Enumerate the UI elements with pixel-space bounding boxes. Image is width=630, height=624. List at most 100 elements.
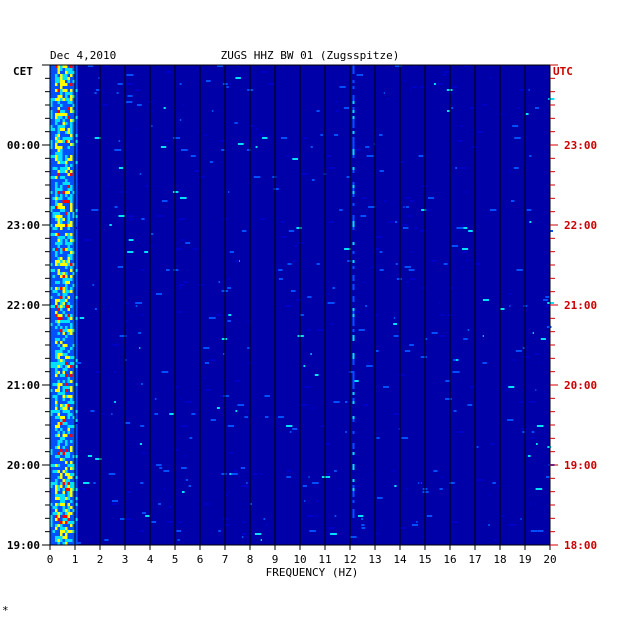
spectro-cell xyxy=(338,488,341,490)
spectro-cell xyxy=(57,323,61,326)
spectro-cell xyxy=(72,386,76,389)
spectro-cell xyxy=(70,323,73,326)
spectro-cell xyxy=(62,134,66,137)
spectro-cell xyxy=(50,461,53,464)
spectro-cell xyxy=(443,263,448,265)
spectro-cell xyxy=(398,428,401,430)
spectro-cell xyxy=(52,524,56,527)
spectro-cell xyxy=(72,179,76,182)
x-tick-label: 9 xyxy=(272,553,279,566)
spectro-cell xyxy=(67,140,71,143)
spectro-cell xyxy=(145,185,149,187)
spectro-cell xyxy=(352,296,355,299)
spectro-cell xyxy=(72,506,76,509)
spectro-cell xyxy=(60,482,63,485)
spectro-cell xyxy=(67,506,71,509)
spectro-cell xyxy=(75,206,78,209)
spectro-cell xyxy=(421,209,427,211)
x-tick-label: 7 xyxy=(222,553,229,566)
spectro-cell xyxy=(314,485,317,487)
spectro-cell xyxy=(138,332,141,334)
spectro-cell xyxy=(72,323,76,326)
spectro-cell xyxy=(309,530,316,532)
spectro-cell xyxy=(72,206,76,209)
spectro-cell xyxy=(244,485,249,487)
spectro-cell xyxy=(60,269,63,272)
spectro-cell xyxy=(52,431,56,434)
spectro-cell xyxy=(62,470,66,473)
spectro-cell xyxy=(52,461,56,464)
spectro-cell xyxy=(492,482,496,484)
spectro-cell xyxy=(62,92,66,95)
spectro-cell xyxy=(151,233,154,235)
spectro-cell xyxy=(72,239,76,242)
spectro-cell xyxy=(52,368,56,371)
spectro-cell xyxy=(120,518,126,520)
spectro-cell xyxy=(62,209,66,212)
spectro-cell xyxy=(55,428,58,431)
cet-tick-label: 20:00 xyxy=(7,459,40,472)
spectro-cell xyxy=(361,527,366,529)
spectro-cell xyxy=(55,131,58,134)
spectro-cell xyxy=(52,356,56,359)
spectro-cell xyxy=(57,146,61,149)
spectro-cell xyxy=(95,458,101,460)
spectro-cell xyxy=(52,104,56,107)
spectro-cell xyxy=(50,476,53,479)
spectro-cell xyxy=(60,71,63,74)
spectro-cell xyxy=(67,425,71,428)
spectro-cell xyxy=(52,308,56,311)
spectro-cell xyxy=(287,263,292,265)
spectro-cell xyxy=(72,488,76,491)
spectro-cell xyxy=(70,119,73,122)
spectro-cell xyxy=(70,233,73,236)
spectro-cell xyxy=(65,374,68,377)
spectro-cell xyxy=(352,479,355,482)
spectro-cell xyxy=(65,524,68,527)
spectro-cell xyxy=(70,503,73,506)
spectro-cell xyxy=(352,65,355,68)
spectro-cell xyxy=(140,482,144,484)
spectro-cell xyxy=(393,317,395,319)
spectro-cell xyxy=(75,422,79,424)
spectro-cell xyxy=(206,80,211,82)
spectro-cell xyxy=(67,422,71,425)
spectro-cell xyxy=(52,539,56,542)
spectro-cell xyxy=(278,269,283,271)
spectro-cell xyxy=(55,317,58,320)
cet-tick-label: 19:00 xyxy=(7,539,40,552)
spectro-cell xyxy=(70,353,73,356)
spectro-cell xyxy=(70,290,73,293)
spectro-cell xyxy=(166,71,171,73)
spectro-cell xyxy=(70,281,73,284)
spectro-cell xyxy=(65,443,68,446)
spectro-cell xyxy=(72,272,76,275)
spectro-cell xyxy=(60,215,63,218)
spectro-cell xyxy=(75,128,78,131)
x-tick-label: 1 xyxy=(72,553,79,566)
spectro-cell xyxy=(352,191,355,194)
spectro-cell xyxy=(62,233,66,236)
spectro-cell xyxy=(547,302,554,304)
spectro-cell xyxy=(62,338,66,341)
spectro-cell xyxy=(62,212,66,215)
spectro-cell xyxy=(235,77,241,79)
spectro-cell xyxy=(65,404,68,407)
spectro-cell xyxy=(72,152,76,155)
spectro-cell xyxy=(65,536,68,539)
spectro-cell xyxy=(127,95,133,97)
spectro-cell xyxy=(52,71,56,74)
spectro-cell xyxy=(72,359,76,362)
spectro-cell xyxy=(462,248,469,250)
spectro-cell xyxy=(60,275,63,278)
spectro-cell xyxy=(55,290,58,293)
spectro-cell xyxy=(60,410,63,413)
spectro-cell xyxy=(62,299,66,302)
spectro-cell xyxy=(72,89,76,92)
spectro-cell xyxy=(55,341,58,344)
spectro-cell xyxy=(57,317,61,320)
spectro-cell xyxy=(141,269,145,271)
spectro-cell xyxy=(50,443,53,446)
spectro-cell xyxy=(50,245,53,248)
spectro-cell xyxy=(65,497,68,500)
